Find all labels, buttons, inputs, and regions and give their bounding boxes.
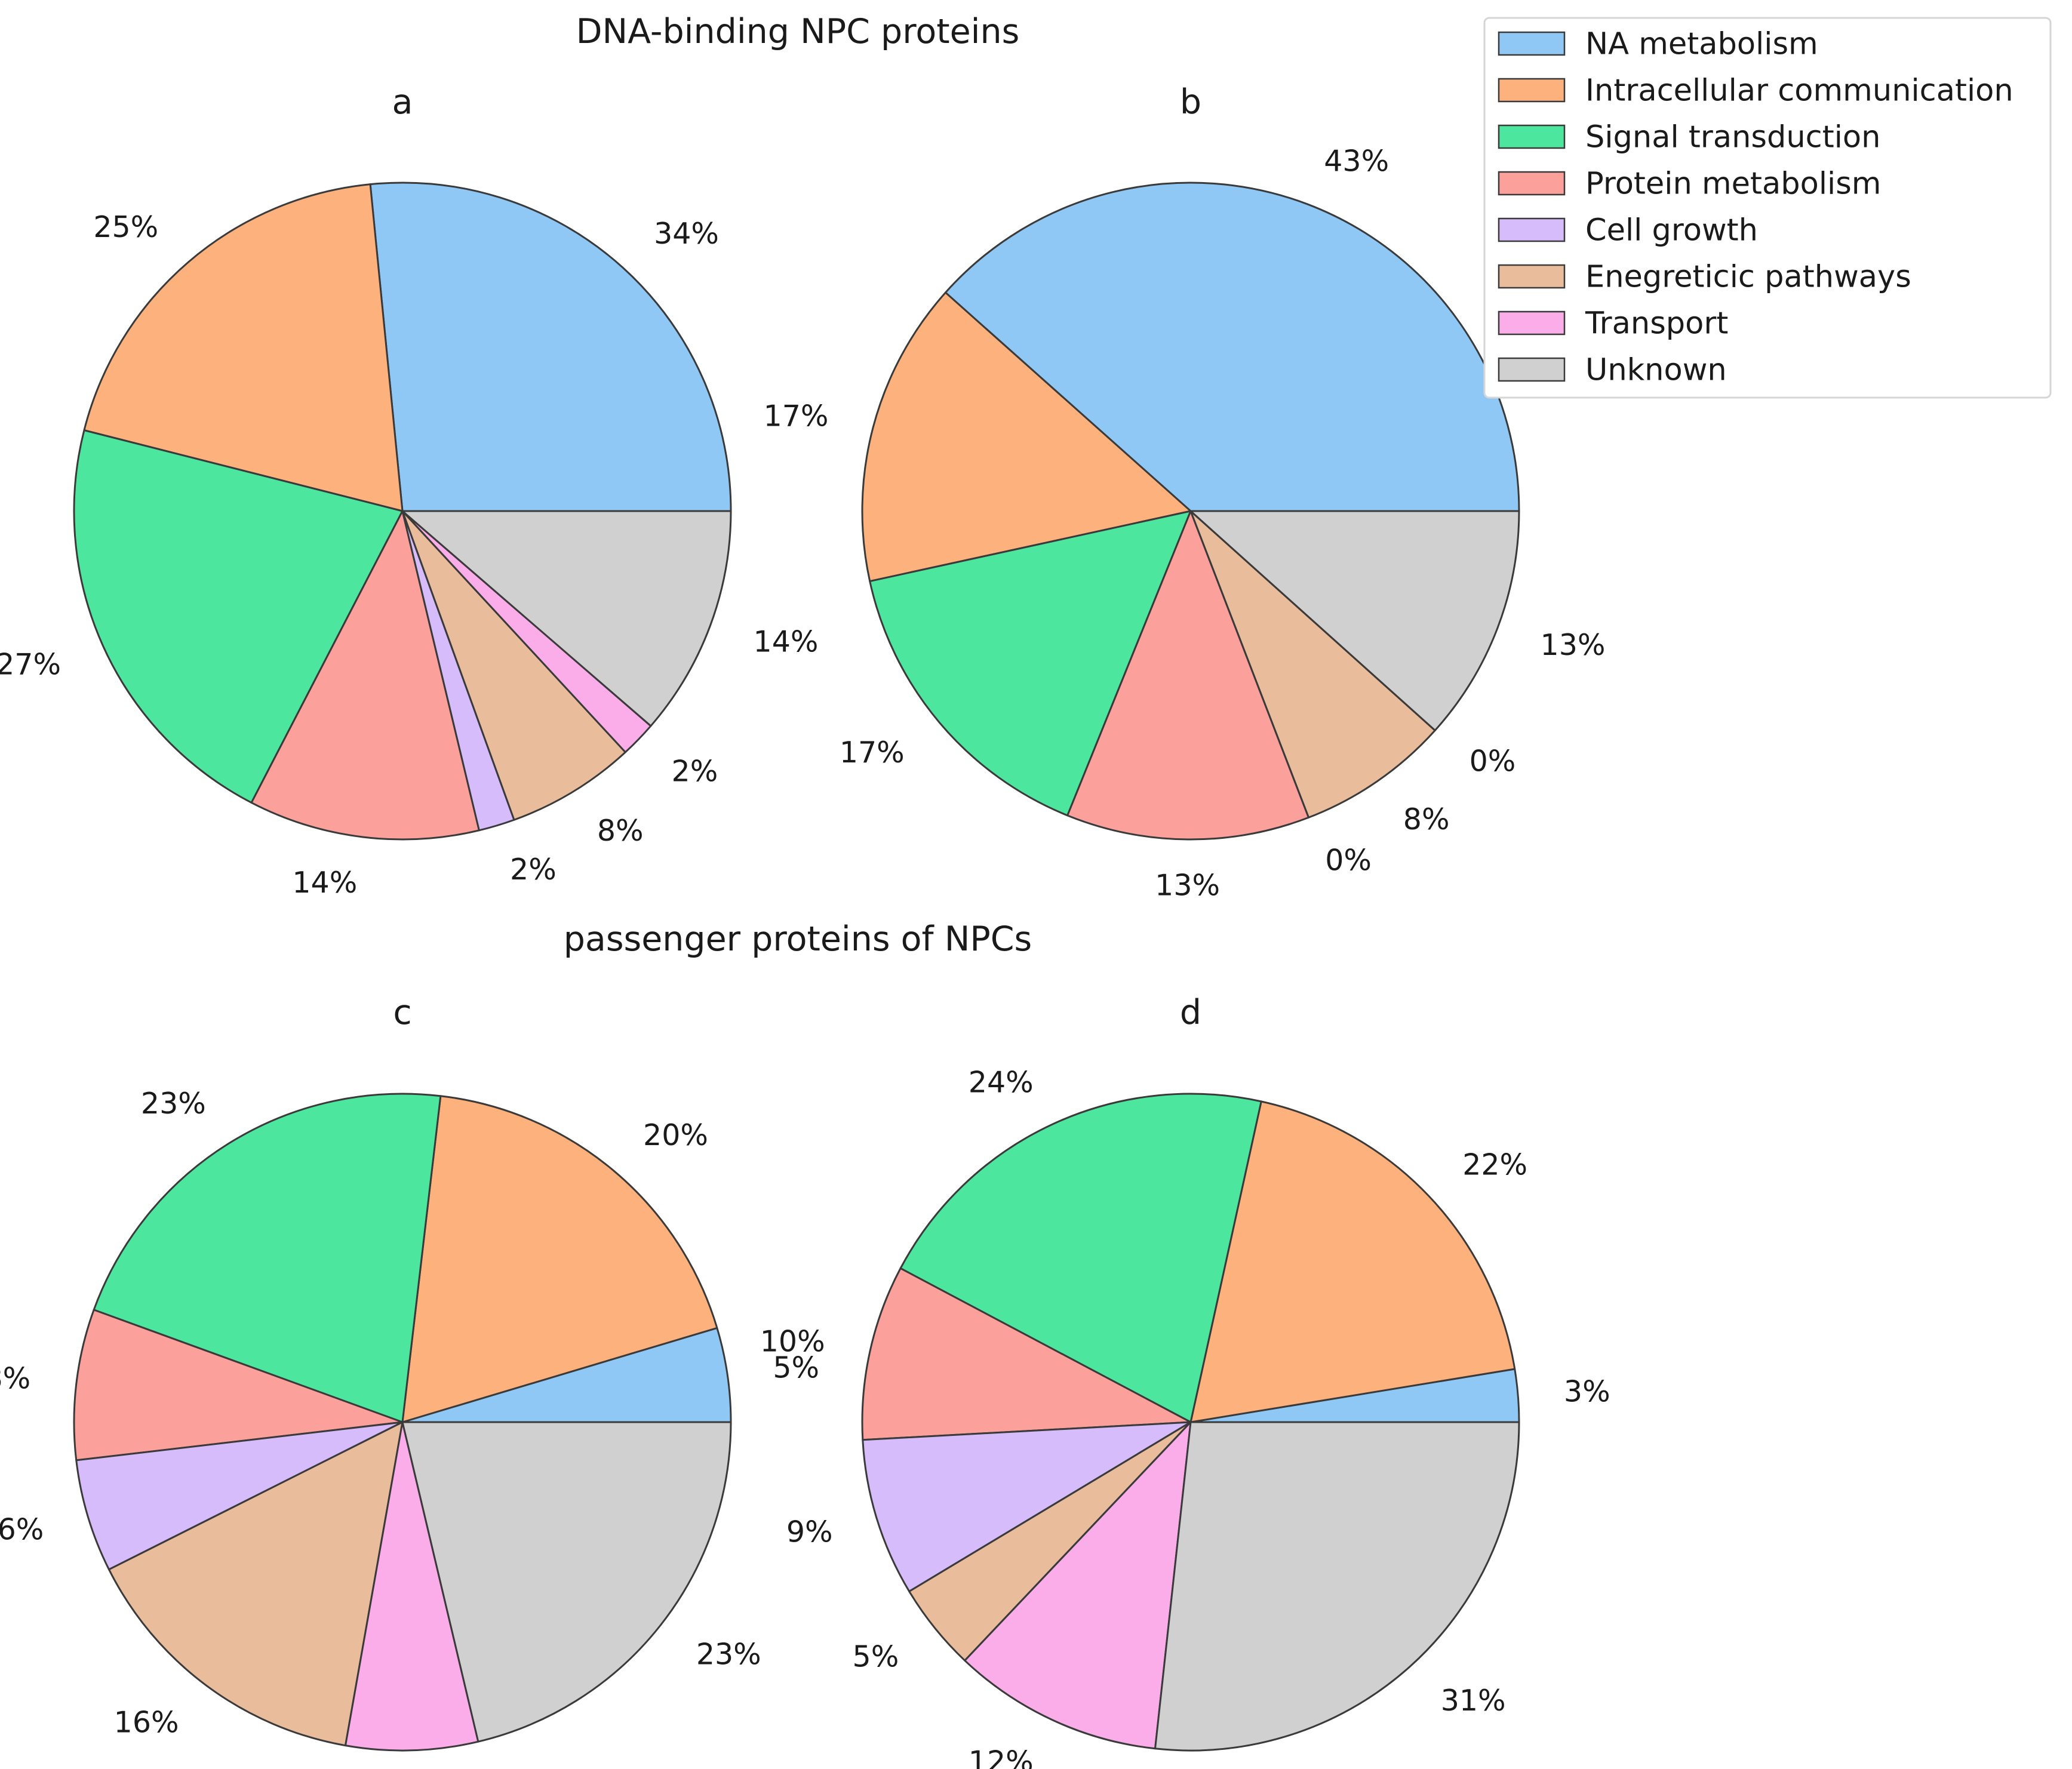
pie-c-label-signal-transduction: 23% xyxy=(141,1087,206,1121)
pie-b-label-signal-transduction: 17% xyxy=(840,736,905,770)
pie-d-label-transport: 12% xyxy=(969,1745,1034,1769)
pie-title-b: b xyxy=(1180,82,1201,122)
pie-d-label-signal-transduction: 24% xyxy=(969,1065,1034,1099)
legend-label-enegreticic-pathways: Enegreticic pathways xyxy=(1585,260,1911,295)
legend-swatch-cell-growth xyxy=(1498,217,1566,242)
pie-c-slice-enegreticic-pathways xyxy=(108,1421,404,1747)
section-title-passenger: passenger proteins of NPCs xyxy=(564,919,1032,959)
pie-a-label-na-metabolism: 34% xyxy=(654,217,719,251)
pie-a-slice-unknown xyxy=(401,510,732,727)
legend-label-transport: Transport xyxy=(1585,306,1728,342)
pie-a-label-enegreticic-pathways: 8% xyxy=(597,814,644,848)
pie-d-slice-protein-metabolism xyxy=(861,1267,1192,1441)
pie-d-slice-signal-transduction xyxy=(899,1093,1262,1423)
section-title-dna-binding: DNA-binding NPC proteins xyxy=(576,12,1020,51)
legend-swatch-signal-transduction xyxy=(1498,124,1566,149)
pie-b-label-cell-growth: 0% xyxy=(1325,844,1372,878)
pie-b-slice-unknown xyxy=(1189,510,1520,731)
legend-label-cell-growth: Cell growth xyxy=(1585,213,1758,248)
legend-label-protein-metabolism: Protein metabolism xyxy=(1585,167,1881,202)
pie-a-slice-signal-transduction xyxy=(73,429,404,804)
pie-c-label-unknown: 23% xyxy=(696,1637,761,1671)
pie-title-c: c xyxy=(393,993,411,1032)
pie-a-label-signal-transduction: 27% xyxy=(0,647,61,681)
pie-b-slice-protein-metabolism xyxy=(1066,510,1310,841)
pie-b-slice-signal-transduction xyxy=(869,510,1192,817)
pie-c-label-intracellular-communication: 20% xyxy=(643,1118,708,1152)
pie-a-label-cell-growth: 2% xyxy=(510,853,557,887)
pie-d-slice-unknown xyxy=(1154,1421,1520,1752)
legend-label-intracellular-communication: Intracellular communication xyxy=(1585,73,2013,109)
legend-label-unknown: Unknown xyxy=(1585,353,1727,388)
pie-panels: a 34% 25% 27% 14% 2% 8% 2% 14% b 43% 17% 17% 13% 0% 8% 0… xyxy=(0,82,1610,1769)
legend-frame xyxy=(1483,17,2052,399)
pie-b-label-na-metabolism: 43% xyxy=(1324,144,1389,179)
pie-a-slice-enegreticic-pathways xyxy=(401,510,626,821)
pie-c-label-na-metabolism: 5% xyxy=(773,1351,819,1385)
pie-panel-a: a 34% 25% 27% 14% 2% 8% 2% 14% xyxy=(0,82,818,900)
pie-title-d: d xyxy=(1180,993,1201,1032)
pie-c-slice-signal-transduction xyxy=(93,1093,442,1423)
pie-title-a: a xyxy=(392,82,413,122)
pie-d-label-protein-metabolism: 10% xyxy=(760,1325,825,1359)
pie-b-label-unknown: 13% xyxy=(1541,628,1606,662)
legend-swatch-unknown xyxy=(1498,357,1566,382)
pie-d-label-intracellular-communication: 22% xyxy=(1462,1147,1527,1182)
pie-d-slice-cell-growth xyxy=(862,1421,1192,1593)
pie-c-slice-unknown xyxy=(401,1421,732,1743)
pie-a-label-intracellular-communication: 25% xyxy=(93,210,158,244)
pie-a-label-protein-metabolism: 14% xyxy=(292,866,357,900)
legend-label-na-metabolism: NA metabolism xyxy=(1585,27,1818,62)
pie-c-slice-protein-metabolism xyxy=(73,1309,404,1462)
legend-swatch-intracellular-communication xyxy=(1498,78,1566,103)
pie-d-slice-transport xyxy=(964,1421,1192,1750)
legend-swatch-na-metabolism xyxy=(1498,31,1566,56)
pie-panel-c: c5%20%23%8%6%16%7%23% xyxy=(0,993,819,1752)
pie-c-slice-cell-growth xyxy=(75,1421,404,1571)
pie-d-label-unknown: 31% xyxy=(1441,1684,1506,1718)
legend: NA metabolism Intracellular communication… xyxy=(1483,17,2052,399)
pie-c-slice-intracellular-communication xyxy=(401,1095,718,1423)
pie-b-slice-intracellular-communication xyxy=(861,291,1192,583)
pie-b-slice-enegreticic-pathways xyxy=(1189,510,1436,819)
pie-d-label-enegreticic-pathways: 5% xyxy=(853,1639,899,1673)
pie-panel-d: d 3% 22% 24% 10% 9% 5% 12% 31% xyxy=(760,993,1610,1769)
pie-b-label-intracellular-communication: 17% xyxy=(764,399,829,433)
pie-d-label-cell-growth: 9% xyxy=(786,1515,833,1549)
pie-c-slice-transport xyxy=(344,1421,479,1752)
legend-swatch-protein-metabolism xyxy=(1498,171,1566,196)
pie-d-label-na-metabolism: 3% xyxy=(1564,1375,1610,1409)
legend-swatch-enegreticic-pathways xyxy=(1498,264,1566,289)
pie-b-label-enegreticic-pathways: 8% xyxy=(1403,802,1450,836)
legend-swatch-transport xyxy=(1498,310,1566,336)
pie-panel-b: b 43% 17% 17% 13% 0% 8% 0% 13% xyxy=(764,82,1606,902)
pie-d-slice-intracellular-communication xyxy=(1189,1100,1516,1423)
pie-c-label-enegreticic-pathways: 16% xyxy=(114,1705,179,1739)
pie-a-label-transport: 2% xyxy=(672,755,718,789)
pie-a-slice-protein-metabolism xyxy=(250,510,480,841)
legend-label-signal-transduction: Signal transduction xyxy=(1585,120,1880,155)
pie-a-label-unknown: 14% xyxy=(754,624,819,659)
pie-c-label-cell-growth: 6% xyxy=(0,1512,44,1546)
pie-a-slice-intracellular-communication xyxy=(83,183,404,512)
pie-c-slice-na-metabolism xyxy=(401,1327,732,1423)
pie-c-label-protein-metabolism: 8% xyxy=(0,1362,30,1396)
pie-b-label-protein-metabolism: 13% xyxy=(1155,868,1220,902)
pie-b-label-transport: 0% xyxy=(1470,744,1516,778)
pie-a-slice-na-metabolism xyxy=(369,181,732,512)
